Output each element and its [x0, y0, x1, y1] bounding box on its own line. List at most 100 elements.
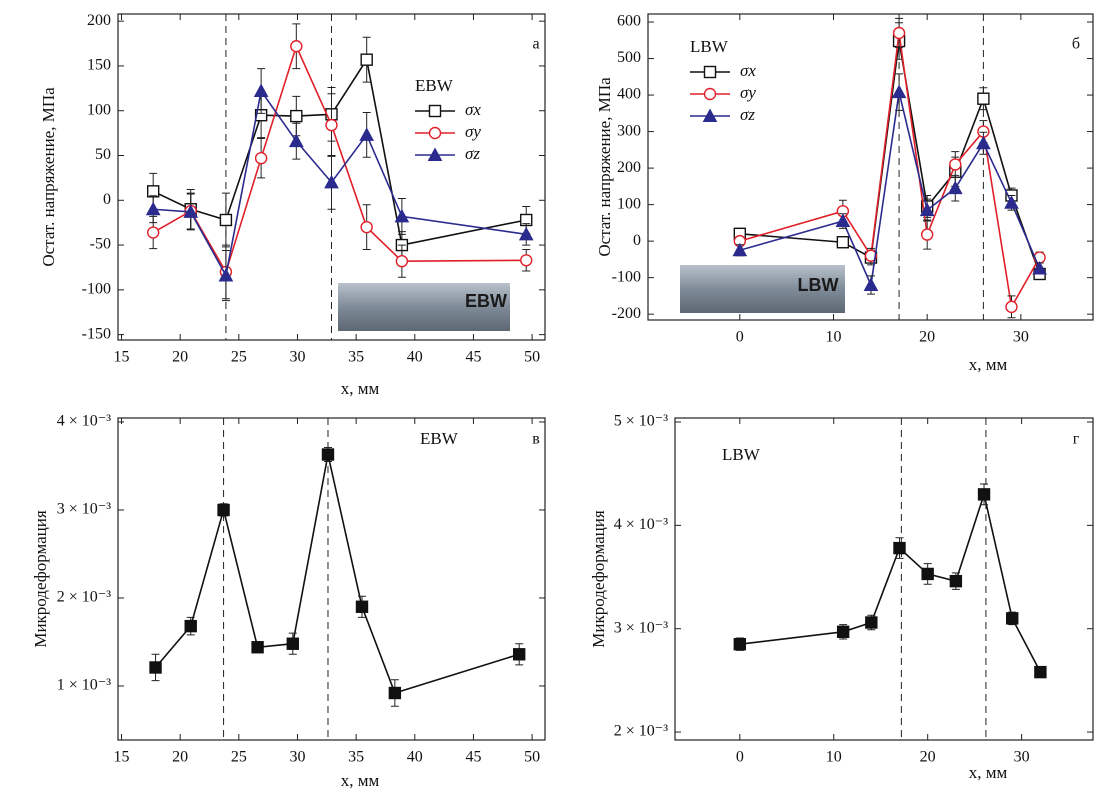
x-tick-label: 10	[826, 749, 842, 766]
legend-marker	[428, 126, 442, 140]
y-tick-label: 5 × 10⁻³	[614, 413, 668, 430]
marker	[360, 53, 373, 66]
marker	[325, 118, 338, 132]
series-line	[154, 454, 520, 694]
x-tick-label: 40	[407, 349, 423, 366]
marker	[518, 226, 534, 241]
marker	[359, 127, 375, 141]
y-tick-label: 200	[617, 159, 641, 176]
x-tick-label: 10	[825, 329, 841, 346]
marker	[1032, 260, 1047, 275]
y-tick-label: 2 × 10⁻³	[57, 589, 111, 606]
marker	[835, 213, 851, 228]
marker	[976, 135, 991, 150]
x-tick-label: 30	[289, 749, 305, 766]
x-tick-label: 35	[348, 749, 364, 766]
y-tick-label: -200	[612, 305, 641, 322]
y-tick-label: 4 × 10⁻³	[614, 516, 668, 533]
y-tick-label: 1 × 10⁻³	[57, 677, 111, 694]
marker	[290, 40, 303, 53]
series-line	[739, 491, 1042, 673]
y-tick-label: 150	[87, 57, 111, 74]
marker	[219, 213, 233, 227]
plot-frame	[674, 417, 1094, 741]
x-tick-label: 15	[114, 749, 130, 766]
legend-marker	[703, 65, 717, 79]
series-line	[739, 91, 1041, 288]
y-tick-label: 3 × 10⁻³	[57, 501, 111, 518]
x-tick-label: 20	[172, 749, 188, 766]
marker	[145, 201, 161, 216]
marker	[395, 254, 409, 268]
annotation: EBW	[420, 429, 459, 448]
marker	[146, 185, 160, 198]
inset-label: EBW	[465, 291, 507, 311]
marker	[388, 686, 402, 700]
x-tick-label: 30	[289, 349, 305, 366]
y-tick-label: -150	[82, 325, 111, 342]
x-tick-label: 30	[1013, 329, 1029, 346]
y-tick-label: 2 × 10⁻³	[614, 723, 668, 740]
marker	[1004, 195, 1019, 209]
legend-label: σy	[740, 83, 756, 102]
x-tick-label: 20	[172, 349, 188, 366]
y-tick-label: 200	[87, 12, 111, 29]
marker	[920, 228, 934, 241]
inset-label: LBW	[798, 275, 839, 295]
marker	[865, 616, 878, 629]
x-axis-label: x, мм	[341, 771, 380, 790]
marker	[355, 600, 369, 613]
legend-marker	[428, 104, 442, 118]
marker	[836, 236, 850, 249]
y-axis-label: Остат. напряжение, МПа	[39, 87, 58, 267]
x-tick-label: 25	[231, 749, 247, 766]
marker	[1034, 665, 1047, 679]
marker	[149, 661, 162, 674]
y-tick-label: 4 × 10⁻³	[57, 413, 111, 430]
legend-label: σz	[740, 105, 755, 124]
y-tick-label: 50	[95, 146, 111, 163]
marker	[977, 488, 991, 501]
y-tick-label: 3 × 10⁻³	[614, 619, 668, 636]
panel-label: г	[1073, 431, 1080, 448]
y-tick-label: -100	[82, 281, 111, 298]
y-tick-label: 400	[617, 86, 641, 103]
panel-label: б	[1072, 36, 1080, 53]
legend-title: EBW	[415, 76, 454, 95]
marker	[394, 208, 410, 223]
marker	[146, 226, 160, 239]
x-tick-label: 50	[524, 749, 540, 766]
x-tick-label: 35	[348, 349, 364, 366]
marker	[1006, 612, 1019, 625]
plot-frame	[647, 13, 1094, 321]
legend-marker	[703, 87, 717, 101]
y-tick-label: 100	[617, 195, 641, 212]
legend-label: σy	[465, 122, 481, 141]
x-tick-label: 20	[920, 749, 936, 766]
y-tick-label: 500	[617, 49, 641, 66]
x-tick-label: 40	[407, 749, 423, 766]
x-tick-label: 25	[231, 349, 247, 366]
legend-marker	[702, 108, 718, 122]
marker	[919, 202, 935, 217]
x-tick-label: 20	[919, 329, 935, 346]
marker	[520, 254, 533, 267]
marker	[254, 151, 268, 165]
marker	[947, 180, 963, 195]
marker	[288, 133, 304, 148]
y-tick-label: 0	[103, 191, 111, 208]
y-tick-label: 300	[617, 122, 641, 139]
marker	[321, 448, 335, 461]
marker	[217, 503, 230, 517]
y-axis-label: Микродеформация	[31, 510, 50, 648]
marker	[286, 637, 299, 650]
marker	[949, 158, 962, 171]
marker	[251, 641, 264, 654]
legend-label: σz	[465, 144, 480, 163]
marker	[977, 92, 990, 105]
annotation: LBW	[722, 445, 761, 464]
x-tick-label: 15	[114, 349, 130, 366]
inset-photo	[338, 283, 510, 331]
marker	[733, 638, 747, 651]
